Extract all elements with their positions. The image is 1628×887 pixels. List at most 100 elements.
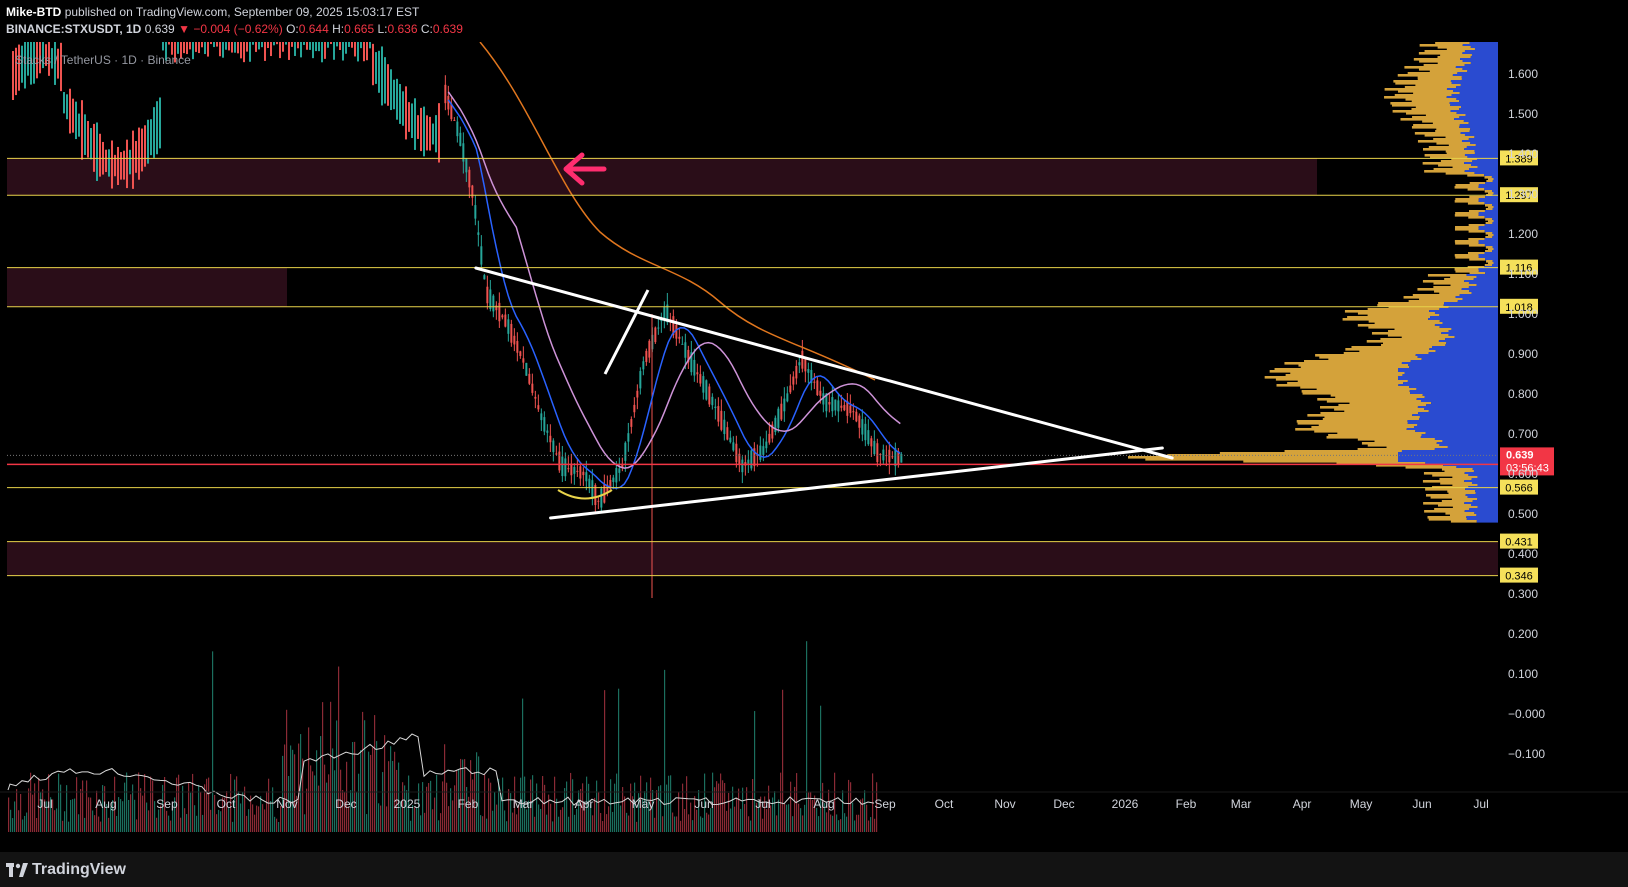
volume-profile-bar-down [1468,122,1498,125]
volume-bar [240,803,242,832]
x-axis-tick: Sep [156,797,178,811]
price-candle [816,380,819,396]
volume-profile-bar-down [1471,482,1498,485]
volume-bar [48,774,50,832]
volume-profile-bar-down [1478,228,1498,231]
price-candle [246,42,248,52]
low-label: L: [377,22,388,36]
volume-profile-bar-up [1455,212,1479,215]
volume-bar [444,744,446,832]
volume-bar [122,801,124,832]
volume-bar [78,814,80,832]
volume-bar [350,790,352,832]
volume-profile-bar-down [1464,472,1498,475]
volume-bar [164,776,166,832]
volume-bar [254,814,256,832]
volume-profile-bar-up [1454,214,1479,217]
volume-bar [140,788,142,832]
volume-profile-bar-up [1407,72,1458,75]
volume-bar [38,777,40,832]
volume-bar [788,804,790,832]
chart-svg[interactable]: 1.389 1.297 1.116 1.018 0.566 0.431 0.346 0.639… [0,41,1628,852]
volume-bar [184,808,186,832]
volume-profile-bar-down [1478,212,1498,215]
volume-bar [558,816,560,832]
volume-profile-bar-up [1413,92,1460,95]
volume-bar [672,812,674,832]
volume-profile-bar-up [1446,48,1475,51]
volume-bar [636,821,638,832]
volume-profile-bar-down [1419,416,1498,419]
volume-profile-bar-up [1441,468,1473,471]
volume-profile-bar-down [1439,308,1498,311]
current-price-tag [1500,447,1554,476]
volume-bar [798,803,800,832]
price-candle [564,458,567,477]
volume-profile-bar-down [1436,442,1498,445]
volume-bar [830,814,832,832]
volume-bar [632,796,634,832]
volume-bar [50,797,52,832]
price-candle [138,127,140,180]
volume-profile-bar-down [1476,158,1498,161]
volume-profile-bar-down [1476,284,1498,287]
volume-profile-bar-up [1428,518,1467,521]
volume-profile-bar-up [1454,240,1479,243]
volume-profile-bar-up [1418,68,1463,71]
volume-profile-bar-down [1445,338,1498,341]
volume-bar [224,797,226,832]
volume-profile-bar-up [1324,416,1420,419]
price-candle [327,42,329,48]
price-candle [471,185,474,198]
volume-bar [522,698,524,832]
author-name[interactable]: Mike-BTD [6,5,62,19]
chart-area[interactable]: 1.389 1.297 1.116 1.018 0.566 0.431 0.346 0.639… [0,41,1628,852]
volume-profile-bar-down [1492,208,1498,211]
x-axis-tick: Dec [1053,797,1074,811]
volume-bar [760,796,762,832]
volume-bar [188,782,190,832]
volume-profile-bar-down [1468,474,1498,477]
price-candle [366,42,368,61]
volume-profile-bar-up [1422,162,1465,165]
volume-profile-bar-down [1430,316,1498,319]
volume-bar [532,775,534,832]
volume-bar [68,821,70,832]
volume-profile-bar-down [1485,272,1498,275]
price-candle [861,419,864,435]
price-candle [642,361,645,370]
price-candle [675,324,678,339]
price-candle [453,119,456,121]
close-label: C: [420,22,433,36]
volume-bar [474,771,476,832]
level-tag-label: 0.346 [1505,571,1533,583]
price-candle [774,417,777,433]
volume-profile-bar-up [1469,258,1486,261]
volume-profile-bar-down [1460,84,1498,87]
tradingview-logo[interactable]: TradingView [6,861,126,879]
volume-profile-bar-up [1315,354,1416,357]
price-candle [465,158,468,173]
price-candle [879,454,882,456]
price-candle [510,323,513,343]
price-candle [111,140,113,189]
volume-profile-bar-up [1387,334,1449,337]
volume-bar [610,779,612,832]
volume-bar [332,748,334,832]
volume-bar [550,803,552,832]
volume-profile-bar-up [1424,154,1465,157]
volume-profile-bar-down [1409,386,1498,389]
symbol-label[interactable]: BINANCE:STXUSDT, 1D [6,22,142,36]
volume-bar [142,795,144,832]
price-candle [705,380,708,400]
price-candle [18,44,20,91]
volume-bar [28,788,30,832]
volume-bar [776,815,778,832]
x-axis-tick: Mar [1231,797,1252,811]
volume-profile-bar-up [1440,482,1472,485]
price-candle [33,42,35,84]
volume-bar [180,817,182,832]
level-tag-label: 1.297 [1505,190,1533,202]
volume-bar [644,791,646,832]
volume-bar [32,794,34,832]
